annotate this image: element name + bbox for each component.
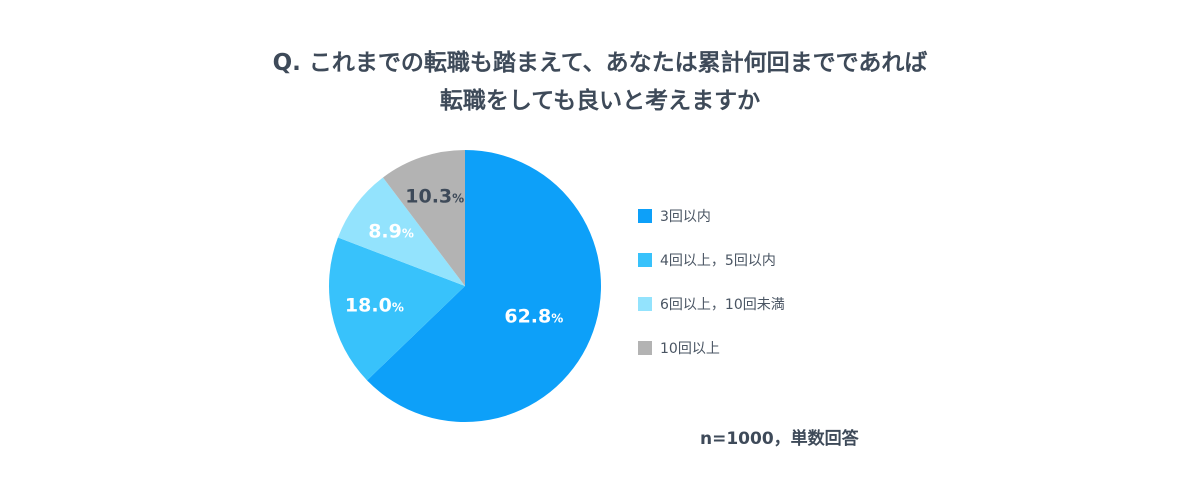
legend-swatch-4 (638, 341, 652, 355)
legend-label-3: 6回以上，10回未満 (660, 297, 785, 313)
legend-label-2: 4回以上，5回以内 (660, 253, 776, 269)
sample-note: n=1000，単数回答 (700, 429, 859, 449)
pie-slice-2 (329, 237, 465, 381)
pie-slice-3 (337, 177, 465, 286)
legend-swatch-1 (638, 209, 652, 223)
slice-label-2: 18.0% (345, 294, 404, 316)
legend-swatch-2 (638, 253, 652, 267)
pie-slice-4 (383, 150, 465, 286)
title-line-1: Q. これまでの転職も踏まえて、あなたは累計何回までであれば (272, 50, 928, 76)
title-line-2: 転職をしても良いと考えますか (439, 88, 761, 114)
slice-label-1: 62.8% (504, 305, 563, 327)
slice-label-4: 10.3% (405, 186, 464, 208)
legend-item-4: 10回以上 (638, 338, 720, 358)
legend-label-1: 3回以内 (660, 209, 711, 225)
pie-slice-1 (367, 150, 602, 422)
chart-title: Q. これまでの転職も踏まえて、あなたは累計何回までであれば 転職をしても良いと… (0, 44, 1200, 120)
legend-swatch-3 (638, 297, 652, 311)
legend-item-1: 3回以内 (638, 206, 711, 226)
legend-item-2: 4回以上，5回以内 (638, 250, 776, 270)
legend-label-4: 10回以上 (660, 341, 720, 357)
slice-label-3: 8.9% (368, 220, 414, 242)
legend-item-3: 6回以上，10回未満 (638, 294, 785, 314)
